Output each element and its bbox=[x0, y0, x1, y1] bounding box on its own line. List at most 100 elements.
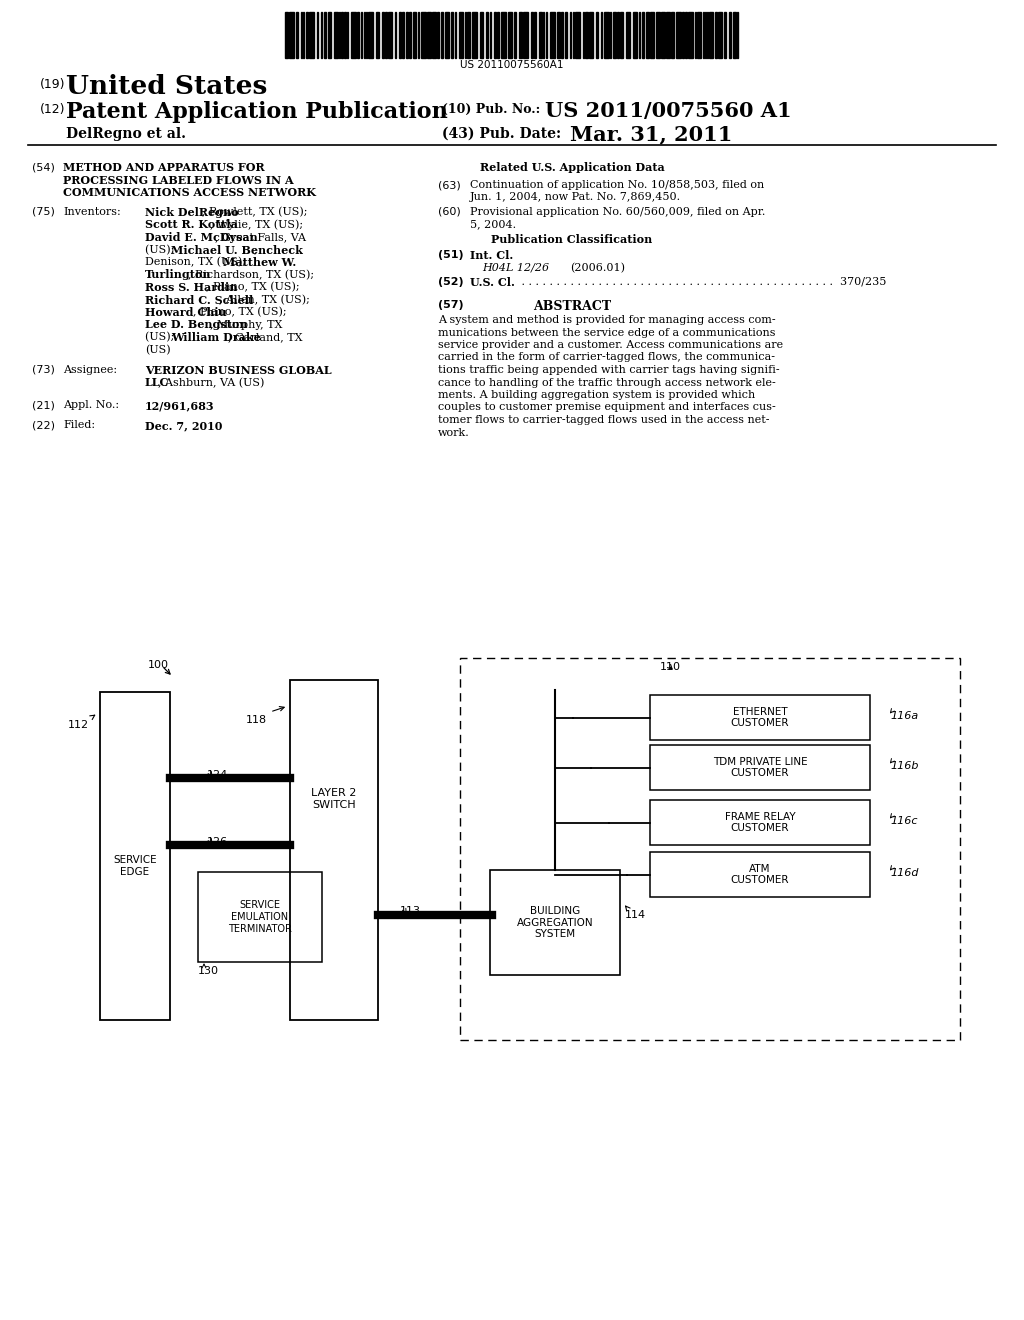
Bar bbox=[642, 12, 644, 58]
Bar bbox=[682, 12, 684, 58]
Text: , Ashburn, VA (US): , Ashburn, VA (US) bbox=[158, 378, 264, 388]
Bar bbox=[497, 12, 499, 58]
Bar bbox=[733, 12, 736, 58]
Bar bbox=[697, 12, 701, 58]
Bar bbox=[490, 870, 620, 975]
Text: (57): (57) bbox=[438, 300, 464, 310]
Text: Lee D. Bengston: Lee D. Bengston bbox=[145, 319, 248, 330]
Bar bbox=[472, 12, 477, 58]
Bar bbox=[467, 12, 470, 58]
Text: work.: work. bbox=[438, 428, 470, 437]
Bar bbox=[285, 12, 288, 58]
Text: , Wylie, TX (US);: , Wylie, TX (US); bbox=[210, 219, 303, 230]
Text: (43) Pub. Date:: (43) Pub. Date: bbox=[442, 127, 561, 141]
Text: ,: , bbox=[254, 244, 257, 255]
Bar bbox=[402, 12, 404, 58]
Bar bbox=[585, 12, 588, 58]
Bar bbox=[596, 12, 598, 58]
Bar bbox=[650, 851, 870, 898]
Text: 100: 100 bbox=[148, 660, 169, 671]
Text: (54): (54) bbox=[32, 162, 55, 172]
Text: Related U.S. Application Data: Related U.S. Application Data bbox=[479, 162, 665, 173]
Text: 113: 113 bbox=[400, 906, 421, 916]
Bar bbox=[650, 12, 654, 58]
Text: ATM
CUSTOMER: ATM CUSTOMER bbox=[731, 863, 790, 886]
Bar bbox=[617, 12, 618, 58]
Bar bbox=[688, 12, 693, 58]
Text: 5, 2004.: 5, 2004. bbox=[470, 219, 516, 230]
Text: 116c: 116c bbox=[890, 816, 918, 826]
Text: carried in the form of carrier-tagged flows, the communica-: carried in the form of carrier-tagged fl… bbox=[438, 352, 775, 363]
Text: (60): (60) bbox=[438, 207, 461, 216]
Bar bbox=[413, 12, 416, 58]
Text: , Allen, TX (US);: , Allen, TX (US); bbox=[219, 294, 310, 305]
Text: . . . . . . . . . . . . . . . . . . . . . . . . . . . . . . . . . . . . . . . . : . . . . . . . . . . . . . . . . . . . . … bbox=[518, 277, 887, 286]
Text: Mar. 31, 2011: Mar. 31, 2011 bbox=[570, 124, 732, 144]
Text: Patent Application Publication: Patent Application Publication bbox=[66, 102, 447, 123]
Text: Publication Classification: Publication Classification bbox=[492, 234, 652, 246]
Text: SERVICE
EMULATION
TERMINATOR: SERVICE EMULATION TERMINATOR bbox=[228, 900, 292, 933]
Bar bbox=[296, 12, 298, 58]
Bar bbox=[388, 12, 392, 58]
Text: 116d: 116d bbox=[890, 867, 919, 878]
Text: ments. A building aggregation system is provided which: ments. A building aggregation system is … bbox=[438, 389, 756, 400]
Text: (10) Pub. No.:: (10) Pub. No.: bbox=[442, 103, 541, 116]
Text: , Plano, TX (US);: , Plano, TX (US); bbox=[206, 282, 300, 292]
Bar bbox=[341, 12, 343, 58]
Bar bbox=[437, 12, 439, 58]
Bar bbox=[539, 12, 542, 58]
Text: Scott R. Kotrla: Scott R. Kotrla bbox=[145, 219, 238, 231]
Text: , Great Falls, VA: , Great Falls, VA bbox=[215, 232, 305, 242]
Bar bbox=[351, 12, 356, 58]
Bar bbox=[406, 12, 408, 58]
Bar bbox=[676, 12, 681, 58]
Text: FRAME RELAY
CUSTOMER: FRAME RELAY CUSTOMER bbox=[725, 812, 796, 833]
Text: BUILDING
AGGREGATION
SYSTEM: BUILDING AGGREGATION SYSTEM bbox=[517, 906, 593, 939]
Bar bbox=[306, 12, 308, 58]
Text: (22): (22) bbox=[32, 421, 55, 430]
Text: LLC: LLC bbox=[145, 378, 169, 388]
Text: Int. Cl.: Int. Cl. bbox=[470, 249, 513, 261]
Text: US 20110075560A1: US 20110075560A1 bbox=[460, 59, 564, 70]
Bar bbox=[432, 12, 436, 58]
Text: Ross S. Hardin: Ross S. Hardin bbox=[145, 282, 238, 293]
Bar bbox=[451, 12, 453, 58]
Bar bbox=[480, 12, 483, 58]
Bar bbox=[650, 696, 870, 741]
Bar bbox=[715, 12, 717, 58]
Text: US 2011/0075560 A1: US 2011/0075560 A1 bbox=[545, 102, 792, 121]
Bar bbox=[514, 12, 516, 58]
Bar bbox=[385, 12, 387, 58]
Text: service provider and a customer. Access communications are: service provider and a customer. Access … bbox=[438, 341, 783, 350]
Text: ABSTRACT: ABSTRACT bbox=[532, 300, 611, 313]
Bar bbox=[445, 12, 449, 58]
Bar bbox=[709, 12, 713, 58]
Text: (US): (US) bbox=[145, 345, 171, 355]
Bar bbox=[100, 692, 170, 1020]
Bar bbox=[409, 12, 411, 58]
Text: (US);: (US); bbox=[145, 244, 178, 255]
Bar bbox=[441, 12, 443, 58]
Bar bbox=[334, 12, 338, 58]
Text: David E. McDysan: David E. McDysan bbox=[145, 232, 258, 243]
Text: 124: 124 bbox=[207, 770, 228, 780]
Bar bbox=[550, 12, 555, 58]
Text: Nick DelRegno: Nick DelRegno bbox=[145, 207, 239, 218]
Text: PROCESSING LABELED FLOWS IN A: PROCESSING LABELED FLOWS IN A bbox=[63, 174, 294, 186]
Bar bbox=[344, 12, 346, 58]
Text: TDM PRIVATE LINE
CUSTOMER: TDM PRIVATE LINE CUSTOMER bbox=[713, 756, 807, 779]
Bar bbox=[718, 12, 722, 58]
Bar bbox=[565, 12, 567, 58]
Bar bbox=[666, 12, 670, 58]
Bar bbox=[650, 744, 870, 789]
Text: Howard Chiu: Howard Chiu bbox=[145, 308, 226, 318]
Bar bbox=[376, 12, 379, 58]
Text: Filed:: Filed: bbox=[63, 421, 95, 430]
Text: , Garland, TX: , Garland, TX bbox=[227, 333, 302, 342]
Bar bbox=[561, 12, 563, 58]
Text: U.S. Cl.: U.S. Cl. bbox=[470, 277, 515, 288]
Bar bbox=[486, 12, 488, 58]
Text: tomer flows to carrier-tagged flows used in the access net-: tomer flows to carrier-tagged flows used… bbox=[438, 414, 769, 425]
Text: LAYER 2
SWITCH: LAYER 2 SWITCH bbox=[311, 788, 356, 809]
Bar bbox=[575, 12, 580, 58]
